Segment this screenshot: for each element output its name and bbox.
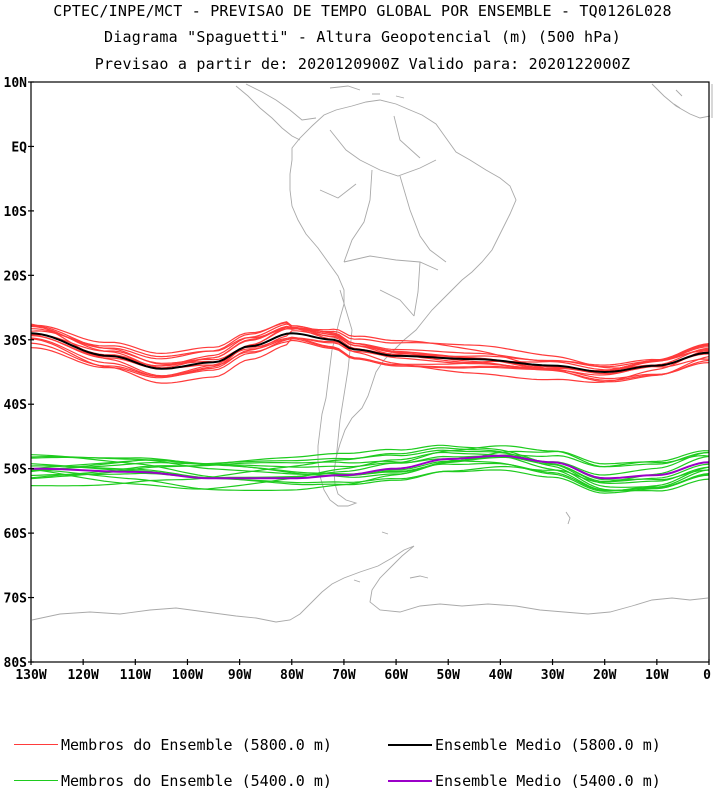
- lon-label: 120W: [67, 668, 98, 683]
- legend-item-members-5400: Membros do Ensemble (5400.0 m): [14, 772, 332, 790]
- ensemble-member-5400-line: [30, 454, 710, 486]
- lat-label: EQ: [11, 140, 27, 155]
- central-america-coastline: [235, 83, 317, 141]
- lat-label: 10S: [4, 205, 28, 220]
- ensemble-member-5400-line: [30, 465, 710, 494]
- lon-label: 50W: [436, 668, 460, 683]
- country-borders: [319, 115, 447, 461]
- lon-label: 60W: [384, 668, 408, 683]
- latitude-axis: 10N EQ 10S 20S 30S 40S 50S 60S 70S 80S: [4, 76, 34, 671]
- lon-label: 90W: [228, 668, 252, 683]
- ensemble-member-5800-line: [30, 330, 710, 380]
- ensemble-member-5400-line: [30, 458, 710, 492]
- ensemble-member-5400-line: [30, 451, 710, 492]
- ensemble-mean-5800-line: [30, 332, 710, 374]
- legend-swatch-members-5400: [14, 780, 58, 781]
- title-line-2: Diagrama "Spaguetti" - Altura Geopotenci…: [104, 28, 621, 46]
- caribbean-islands: [329, 85, 683, 109]
- lat-label: 60S: [4, 527, 28, 542]
- map-plot-area: [30, 83, 713, 623]
- legend-swatch-mean-5800: [388, 743, 432, 746]
- coastline-layer: [31, 83, 713, 623]
- ensemble-member-5400-line: [30, 455, 710, 483]
- ensemble-member-5800-line: [30, 337, 710, 378]
- ensemble-member-5400-line: [30, 455, 709, 491]
- lon-label: 10W: [645, 668, 669, 683]
- ensemble-member-5400-line: [30, 450, 710, 478]
- lat-label: 70S: [4, 592, 28, 607]
- ensemble-member-5800-line: [30, 323, 710, 383]
- lat-label: 10N: [4, 76, 28, 91]
- lat-label: 20S: [4, 269, 28, 284]
- legend-item-mean-5800: Ensemble Medio (5800.0 m): [388, 736, 661, 754]
- legend-item-mean-5400: Ensemble Medio (5400.0 m): [388, 772, 661, 790]
- ensemble-mean-5400-line: [31, 454, 710, 480]
- legend-label-mean-5800: Ensemble Medio (5800.0 m): [435, 736, 661, 754]
- ensemble-member-5800-line: [30, 327, 710, 384]
- lon-label: 80W: [280, 668, 304, 683]
- map-frame: [30, 81, 710, 663]
- lon-label: 100W: [172, 668, 203, 683]
- legend-label-members-5800: Membros do Ensemble (5800.0 m): [61, 736, 332, 754]
- lon-label: 30W: [541, 668, 565, 683]
- sub-antarctic-islands: [353, 511, 571, 583]
- ensemble-members-5400: [30, 444, 710, 494]
- lon-label: 20W: [593, 668, 617, 683]
- antarctica-coastline: [31, 545, 709, 623]
- lon-label: 0: [703, 668, 711, 683]
- title-line-1: CPTEC/INPE/MCT - PREVISAO DE TEMPO GLOBA…: [53, 2, 672, 20]
- ensemble-member-5800-line: [30, 323, 710, 376]
- lat-label: 30S: [4, 334, 28, 349]
- ensemble-member-5800-line: [30, 334, 710, 366]
- ensemble-members-5800: [30, 321, 710, 384]
- title-line-3: Previsao a partir de: 2020120900Z Valido…: [94, 55, 631, 73]
- lat-label: 40S: [4, 398, 28, 413]
- ensemble-member-5400-line: [30, 445, 710, 479]
- south-america-coastline: [289, 99, 517, 507]
- legend-swatch-mean-5400: [388, 779, 432, 782]
- lon-label: 40W: [489, 668, 513, 683]
- lat-label: 80S: [4, 656, 28, 671]
- longitude-axis: 130W 120W 110W 100W 90W 80W 70W 60W 50W 40W 30W 20W…: [15, 659, 711, 683]
- legend-item-members-5800: Membros do Ensemble (5800.0 m): [14, 736, 332, 754]
- lon-label: 70W: [332, 668, 356, 683]
- legend-swatch-members-5800: [14, 744, 58, 745]
- lon-label: 110W: [120, 668, 151, 683]
- ensemble-member-5400-line: [30, 447, 710, 492]
- ensemble-member-5400-line: [30, 444, 710, 488]
- lon-label: 130W: [15, 668, 46, 683]
- legend-label-members-5400: Membros do Ensemble (5400.0 m): [61, 772, 332, 790]
- africa-coastline: [651, 83, 713, 119]
- legend-label-mean-5400: Ensemble Medio (5400.0 m): [435, 772, 661, 790]
- lat-label: 50S: [4, 463, 28, 478]
